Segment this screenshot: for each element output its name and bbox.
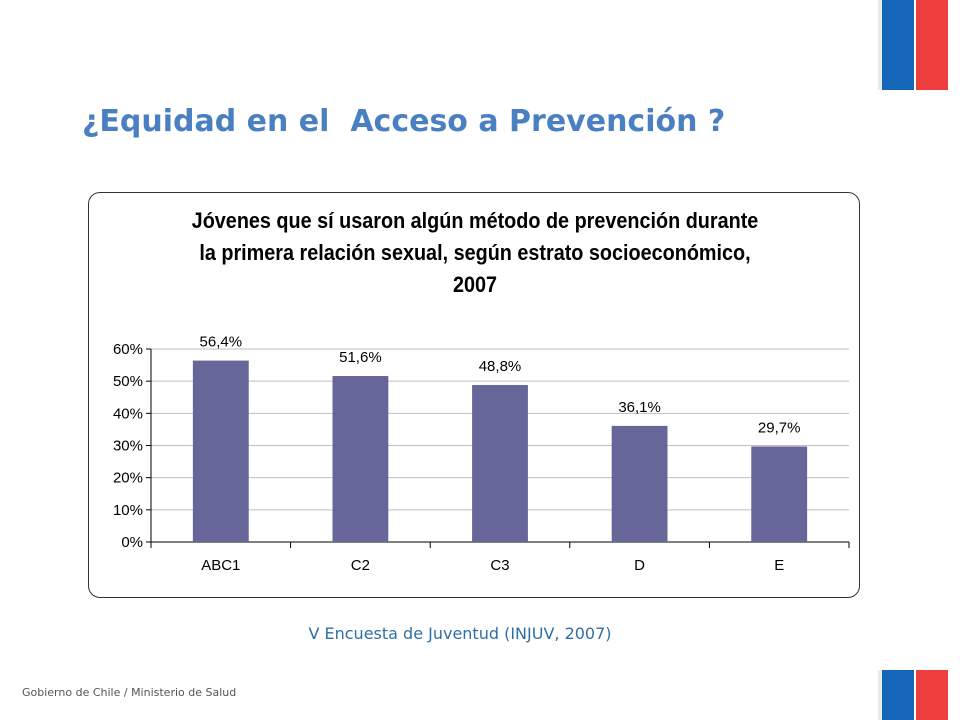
chart-title-line: 2007 xyxy=(452,272,498,297)
y-tick-label: 50% xyxy=(113,373,143,390)
y-tick-label: 40% xyxy=(113,405,143,422)
y-tick-label: 30% xyxy=(113,438,143,455)
data-label: 36,1% xyxy=(618,399,661,416)
y-tick-label: 20% xyxy=(113,470,143,487)
data-label: 29,7% xyxy=(758,419,801,436)
data-label: 51,6% xyxy=(339,349,382,366)
chile-flag-top-decoration xyxy=(878,0,948,90)
bar-c3 xyxy=(472,385,528,542)
x-tick-label: ABC1 xyxy=(201,557,240,574)
data-label: 48,8% xyxy=(479,358,522,375)
bar-c2 xyxy=(332,376,389,542)
footer-text: Gobierno de Chile / Ministerio de Salud xyxy=(22,686,237,699)
x-tick-label: D xyxy=(634,557,645,574)
bar-d xyxy=(611,425,668,542)
chart-title-line: la primera relación sexual, según estrat… xyxy=(199,240,751,265)
x-tick-label: E xyxy=(774,557,784,574)
bar-chart: 0% 10% 20% 30% 40% 50% 60% 56,4% ABC1 51,6% C2 48,8… xyxy=(113,334,850,574)
page-title: ¿Equidad en el Acceso a Prevención ? xyxy=(82,104,726,139)
y-tick-label: 60% xyxy=(113,341,143,358)
x-tick-label: C3 xyxy=(490,557,509,574)
chart-frame: Jóvenes que sí usaron algún método de pr… xyxy=(88,192,860,598)
chart-title-line: Jóvenes que sí usaron algún método de pr… xyxy=(191,208,759,233)
chile-flag-bottom-decoration xyxy=(878,670,948,720)
source-citation: V Encuesta de Juventud (INJUV, 2007) xyxy=(308,624,612,643)
x-tick-label: C2 xyxy=(351,557,370,574)
chart-title: Jóvenes que sí usaron algún método de pr… xyxy=(128,205,823,301)
data-label: 56,4% xyxy=(200,334,243,351)
bar-abc1 xyxy=(192,360,249,542)
bar-e xyxy=(751,446,808,542)
y-tick-label: 0% xyxy=(121,534,143,551)
y-tick-label: 10% xyxy=(113,502,143,519)
